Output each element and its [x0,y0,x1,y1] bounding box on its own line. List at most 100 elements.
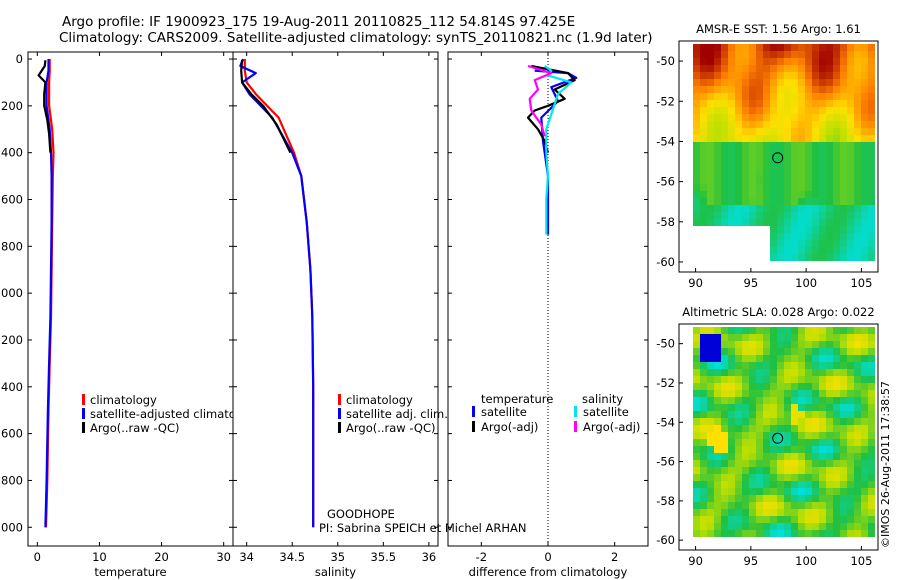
heatmap-cell [714,191,721,198]
heatmap-cell [868,65,875,72]
y-tick-label: 0 [16,52,23,66]
heatmap-cell [714,397,721,404]
heatmap-cell [840,205,847,212]
heatmap-cell [805,383,812,390]
heatmap-cell [742,509,749,516]
heatmap-cell [784,404,791,411]
heatmap-cell [840,86,847,93]
heatmap-cell [700,114,707,121]
heatmap-cell [742,219,749,226]
heatmap-cell [700,198,707,205]
heatmap-cell [826,376,833,383]
heatmap-cell [714,439,721,446]
heatmap-cell [728,58,735,65]
heatmap-cell [742,362,749,369]
heatmap-cell [784,65,791,72]
heatmap-cell [721,128,728,135]
heatmap-cell [826,114,833,121]
legend-entry: satellite-adjusted climatolo [90,407,246,421]
heatmap-cell [728,348,735,355]
heatmap-cell [798,348,805,355]
heatmap-cell [714,404,721,411]
heatmap-cell [742,170,749,177]
heatmap-cell [756,432,763,439]
heatmap-cell [805,58,812,65]
heatmap-cell [749,114,756,121]
heatmap-cell [861,107,868,114]
heatmap-cell [777,121,784,128]
heatmap-cell [700,355,707,362]
heatmap-cell [700,184,707,191]
heatmap-cell [840,156,847,163]
heatmap-cell [812,334,819,341]
heatmap-cell [840,495,847,502]
heatmap-cell [847,254,854,261]
heatmap-cell [763,383,770,390]
heatmap-cell [721,474,728,481]
heatmap-cell [721,212,728,219]
heatmap-cell [714,390,721,397]
heatmap-cell [763,530,770,537]
heatmap-cell [833,383,840,390]
heatmap-cell [700,72,707,79]
heatmap-cell [707,397,714,404]
heatmap-cell [700,432,707,439]
heatmap-cell [826,226,833,233]
heatmap-cell [777,128,784,135]
heatmap-cell [854,240,861,247]
heatmap-cell [791,44,798,51]
heatmap-cell [791,114,798,121]
heatmap-cell [868,411,875,418]
heatmap-cell [798,72,805,79]
heatmap-cell [861,355,868,362]
heatmap-cell [798,65,805,72]
heatmap-cell [742,156,749,163]
heatmap-cell [798,107,805,114]
heatmap-cell [819,369,826,376]
heatmap-cell [798,530,805,537]
heatmap-cell [693,86,700,93]
heatmap-cell [791,107,798,114]
heatmap-cell [840,334,847,341]
heatmap-cell [861,362,868,369]
heatmap-cell [847,383,854,390]
heatmap-cell [728,418,735,425]
heatmap-cell [728,453,735,460]
heatmap-cell [721,177,728,184]
heatmap-cell [749,163,756,170]
heatmap-cell [812,467,819,474]
heatmap-cell [693,530,700,537]
heatmap-cell [805,390,812,397]
heatmap-cell [847,100,854,107]
heatmap-cell [791,404,798,411]
heatmap-cell [826,198,833,205]
heatmap-cell [770,474,777,481]
heatmap-cell [728,341,735,348]
heatmap-cell [791,362,798,369]
heatmap-cell [861,93,868,100]
heatmap-cell [791,233,798,240]
heatmap-cell [756,86,763,93]
heatmap-cell [805,219,812,226]
heatmap-cell [763,128,770,135]
heatmap-cell [805,51,812,58]
heatmap-cell [777,65,784,72]
heatmap-cell [819,254,826,261]
heatmap-cell [868,205,875,212]
heatmap-cell [742,460,749,467]
heatmap-cell [721,390,728,397]
heatmap-cell [784,453,791,460]
heatmap-cell [791,135,798,142]
heatmap-cell [812,233,819,240]
heatmap-cell [840,481,847,488]
heatmap-cell [861,502,868,509]
heatmap-cell [812,240,819,247]
heatmap-cell [840,107,847,114]
heatmap-cell [735,369,742,376]
heatmap-cell [840,425,847,432]
heatmap-cell [819,516,826,523]
heatmap-cell [693,100,700,107]
heatmap-cell [756,128,763,135]
heatmap-cell [714,376,721,383]
